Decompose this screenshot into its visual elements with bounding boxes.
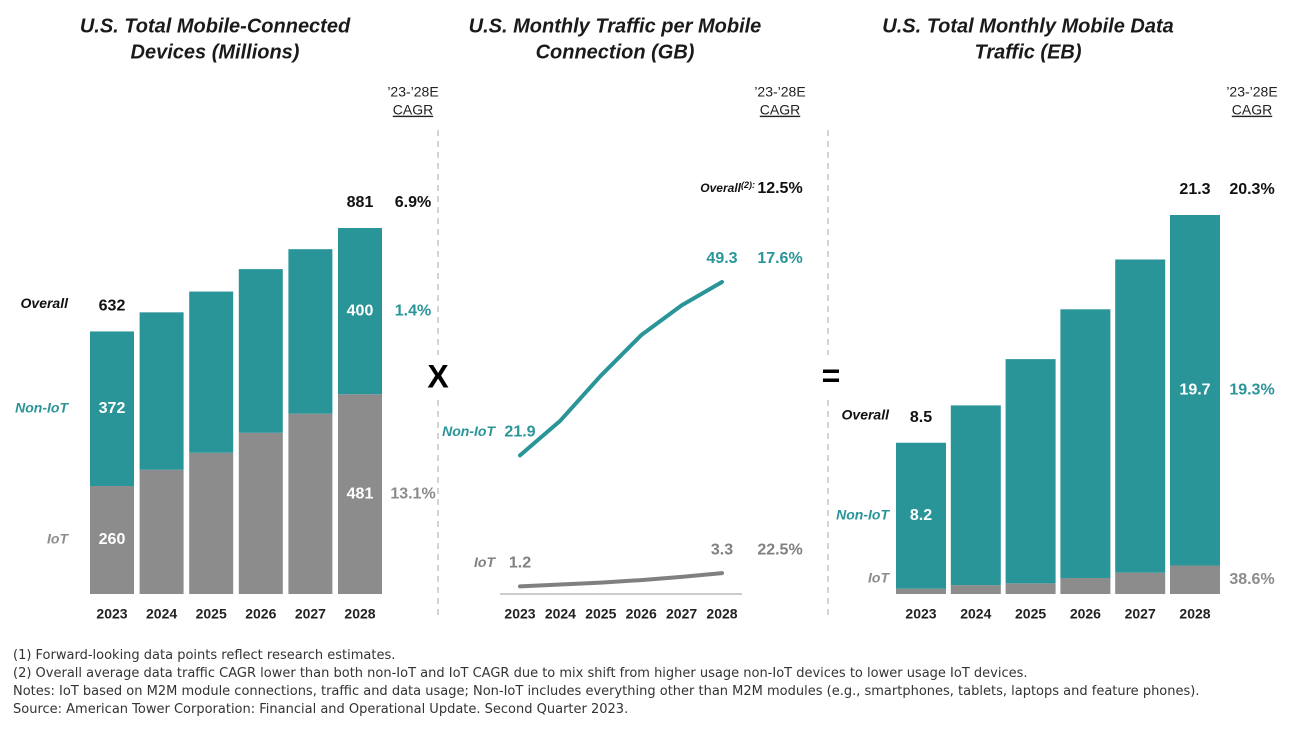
bar-segment (189, 452, 234, 594)
cagr-value: 17.6% (757, 250, 802, 267)
bar-segment (1170, 215, 1220, 566)
bar-segment (90, 485, 134, 594)
bar-segment (1060, 577, 1111, 594)
bar-segment (1060, 309, 1111, 578)
chart-title: Traffic (EB) (974, 41, 1081, 63)
x-tick-label: 2027 (295, 606, 326, 622)
bar-segment (238, 432, 283, 594)
total-label: 8.5 (910, 409, 932, 426)
footnote: Source: American Tower Corporation: Fina… (13, 702, 629, 717)
line (518, 571, 724, 589)
value-label: 3.3 (711, 541, 733, 558)
bar-segment (288, 249, 333, 414)
cagr-value: 19.3% (1229, 381, 1274, 398)
overall-label: Overall(2): (700, 180, 755, 195)
bar-segment (90, 331, 134, 486)
bar-segment (189, 291, 234, 453)
cagr-header: CAGR (393, 102, 433, 118)
overall-note: (2): (741, 180, 755, 190)
bar-segment (139, 312, 184, 470)
x-tick-label: 2026 (245, 606, 276, 622)
cagr-header: ’23-’28E (387, 84, 438, 100)
cagr-value: 12.5% (757, 180, 802, 197)
x-tick-label: 2028 (706, 606, 737, 622)
chart-title: Connection (GB) (536, 41, 695, 63)
footnote: (1) Forward-looking data points reflect … (13, 648, 396, 663)
bar-segment (950, 405, 1001, 586)
cagr-value: 22.5% (757, 541, 802, 558)
x-tick-label: 2027 (666, 606, 697, 622)
cagr-header: ’23-’28E (1226, 84, 1277, 100)
cagr-value: 6.9% (395, 194, 431, 211)
value-label: 1.2 (509, 555, 531, 572)
chart-title: Devices (Millions) (131, 41, 300, 63)
cagr-value: 1.4% (395, 302, 431, 319)
bar-segment (1005, 583, 1056, 594)
charts: X = U.S. Total Mobile-Connected Devices (… (15, 15, 1278, 622)
value-label: 19.7 (1179, 381, 1210, 398)
series-name: Overall (842, 406, 891, 422)
bar-segment (338, 228, 382, 395)
x-tick-label: 2024 (960, 606, 991, 622)
chart-title: U.S. Total Monthly Mobile Data (882, 15, 1173, 37)
total-label: 21.3 (1179, 181, 1210, 198)
value-label: 21.9 (504, 424, 535, 441)
bar-segment (1005, 359, 1056, 584)
x-tick-label: 2028 (344, 606, 375, 622)
value-label: 260 (99, 531, 126, 548)
cagr-value: 20.3% (1229, 181, 1274, 198)
bar-segment (139, 469, 184, 594)
cagr-header: ’23-’28E (754, 84, 805, 100)
line (518, 280, 724, 458)
series-name: Non-IoT (15, 399, 69, 415)
series-name: Non-IoT (442, 423, 496, 439)
series-name: IoT (47, 531, 69, 547)
x-tick-label: 2025 (1015, 606, 1046, 622)
bar-segment (1115, 572, 1166, 594)
chart-title: U.S. Monthly Traffic per Mobile (469, 15, 762, 37)
value-label: 8.2 (910, 507, 932, 524)
footnotes: (1) Forward-looking data points reflect … (13, 647, 1278, 719)
cagr-header: CAGR (1232, 102, 1272, 118)
operator: X (427, 358, 449, 394)
bar-segment (1115, 259, 1166, 573)
x-tick-label: 2023 (504, 606, 535, 622)
cagr-header: CAGR (760, 102, 800, 118)
value-label: 481 (347, 485, 374, 502)
x-tick-label: 2028 (1179, 606, 1210, 622)
series-name: IoT (474, 554, 496, 570)
x-tick-label: 2026 (1070, 606, 1101, 622)
value-label: 372 (99, 400, 126, 417)
chart-title: U.S. Total Mobile-Connected (80, 15, 351, 37)
bar-segment (338, 394, 382, 594)
bar-segment (896, 588, 946, 594)
x-tick-label: 2026 (626, 606, 657, 622)
footnote: Notes: IoT based on M2M module connectio… (13, 684, 1200, 699)
cagr-value: 38.6% (1229, 571, 1274, 588)
series-name: IoT (868, 569, 890, 585)
x-tick-label: 2025 (196, 606, 227, 622)
total-label: 881 (347, 194, 374, 211)
footnote: (2) Overall average data traffic CAGR lo… (13, 666, 1028, 681)
value-label: 49.3 (706, 250, 737, 267)
bar-segment (1170, 565, 1220, 594)
x-tick-label: 2023 (96, 606, 127, 622)
bar-segment (896, 442, 946, 589)
bar-segment (238, 269, 283, 433)
x-tick-label: 2025 (585, 606, 616, 622)
series-name: Overall (21, 295, 70, 311)
operator: = (822, 357, 841, 393)
bar-segment (950, 585, 1001, 594)
overall-name: Overall (700, 181, 741, 195)
value-label: 400 (347, 302, 374, 319)
bar-segment (288, 413, 333, 594)
x-tick-label: 2024 (545, 606, 576, 622)
series-name: Non-IoT (836, 506, 890, 522)
x-tick-label: 2023 (905, 606, 936, 622)
x-tick-label: 2024 (146, 606, 177, 622)
total-label: 632 (99, 298, 126, 315)
x-tick-label: 2027 (1125, 606, 1156, 622)
cagr-value: 13.1% (390, 485, 435, 502)
